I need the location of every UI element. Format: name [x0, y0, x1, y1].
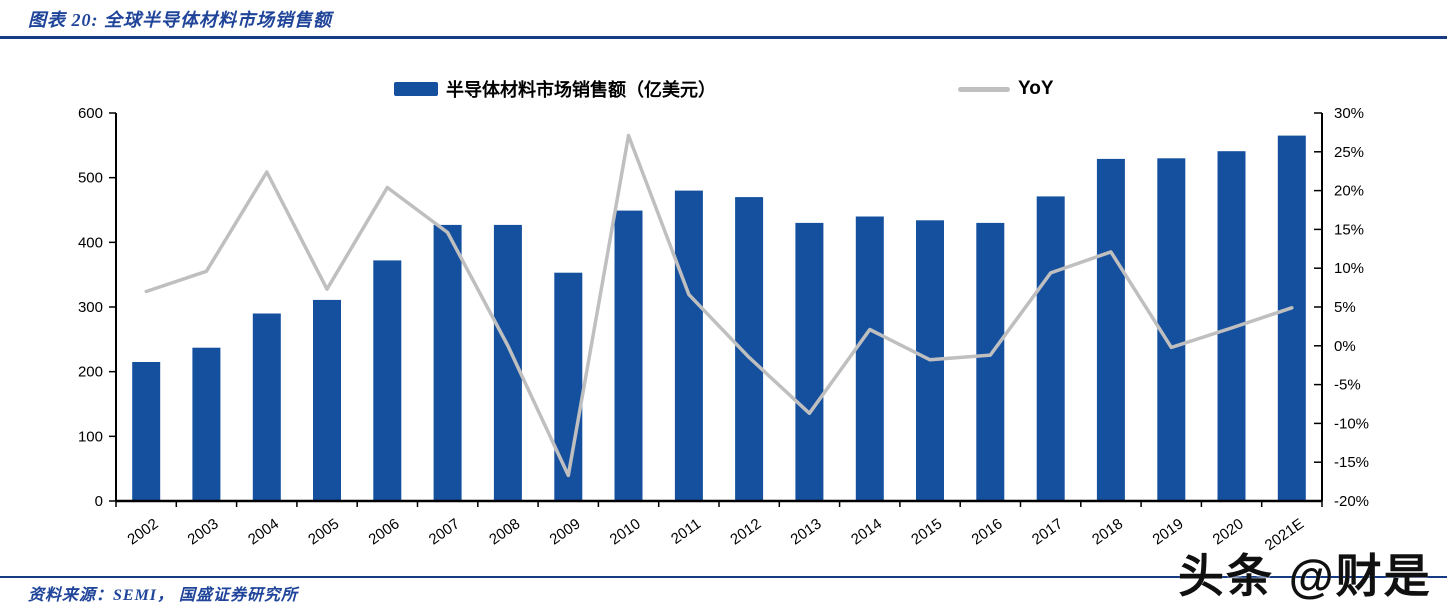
x-label-2017: 2017 — [1029, 515, 1066, 548]
right-tick-label-25%: 25% — [1334, 144, 1364, 161]
bar-2011 — [674, 190, 703, 501]
left-tick-label-600: 600 — [78, 105, 103, 122]
bar-2010 — [614, 210, 643, 501]
x-label-2018: 2018 — [1089, 515, 1126, 548]
x-label-2003: 2003 — [185, 515, 222, 548]
right-tick-label-0%: 0% — [1334, 338, 1356, 355]
bar-2018 — [1096, 158, 1125, 501]
right-tick-label--10%: -10% — [1334, 415, 1369, 432]
right-tick-label--20%: -20% — [1334, 493, 1369, 510]
right-tick-label-30%: 30% — [1334, 105, 1364, 122]
left-tick-label-500: 500 — [78, 170, 103, 187]
line-series-swatch-icon — [958, 86, 1010, 92]
bar-2002 — [132, 362, 161, 501]
x-label-2006: 2006 — [366, 515, 403, 548]
axes — [115, 113, 1323, 503]
bar-2007 — [433, 224, 462, 501]
bottom-rule — [0, 576, 1447, 578]
top-rule — [0, 36, 1447, 39]
x-axis-labels: 2002 2003 2004 2005 2006 2007 2008 2009 2010 2011… — [124, 515, 1307, 554]
x-label-2002: 2002 — [124, 515, 161, 548]
right-axis-ticks: 30% 25% 20% 15% 10% 5% 0% -5% -10% -15% -20% — [1314, 105, 1369, 510]
bar-series-swatch-icon — [394, 82, 438, 96]
figure-title: 图表 20: 全球半导体材料市场销售额 — [28, 10, 332, 30]
x-label-2005: 2005 — [305, 515, 342, 548]
right-tick-label-15%: 15% — [1334, 221, 1364, 238]
x-label-2009: 2009 — [547, 515, 584, 548]
bar-2016 — [976, 222, 1005, 501]
left-tick-label-0: 0 — [95, 493, 103, 510]
left-tick-label-300: 300 — [78, 299, 103, 316]
bar-2005 — [313, 299, 341, 501]
source-note: 资料来源：SEMI， 国盛证券研究所 — [28, 587, 299, 604]
watermark: 头条 @财是 — [1178, 550, 1432, 602]
x-label-2014: 2014 — [848, 515, 885, 548]
right-tick-label--5%: -5% — [1334, 377, 1361, 394]
x-label-2012: 2012 — [727, 515, 764, 548]
right-tick-label-10%: 10% — [1334, 260, 1364, 277]
x-label-2011: 2011 — [668, 515, 704, 547]
legend-item-sales: 半导体材料市场销售额（亿美元） — [394, 78, 716, 100]
x-label-2007: 2007 — [426, 515, 463, 548]
bar-2006 — [373, 260, 402, 501]
bar-2014 — [855, 216, 884, 501]
right-tick-label--15%: -15% — [1334, 454, 1369, 471]
bar-2013 — [795, 222, 824, 501]
left-tick-label-100: 100 — [78, 428, 103, 445]
yoy-line — [144, 133, 1294, 478]
bar-2003 — [192, 347, 221, 501]
x-label-2008: 2008 — [486, 515, 523, 548]
x-axis-ticks — [115, 501, 1323, 507]
left-axis-ticks: 0 100 200 300 400 500 600 — [78, 105, 116, 510]
left-tick-label-400: 400 — [78, 234, 103, 251]
x-label-2015: 2015 — [908, 515, 945, 548]
bar-2017 — [1036, 196, 1065, 501]
bar-2021E — [1277, 135, 1306, 501]
legend-item-yoy: YoY — [958, 78, 1054, 100]
legend-label-sales: 半导体材料市场销售额（亿美元） — [446, 80, 716, 100]
x-label-2013: 2013 — [788, 515, 825, 548]
right-tick-label-5%: 5% — [1334, 299, 1356, 316]
bar-2009 — [554, 272, 583, 501]
x-label-2010: 2010 — [607, 515, 644, 548]
x-label-2016: 2016 — [969, 515, 1006, 548]
legend-label-yoy: YoY — [1018, 78, 1054, 99]
right-tick-label-20%: 20% — [1334, 183, 1364, 200]
bar-2004 — [252, 313, 281, 501]
left-tick-label-200: 200 — [78, 364, 103, 381]
x-label-2004: 2004 — [245, 515, 282, 548]
bars-series — [132, 135, 1306, 502]
